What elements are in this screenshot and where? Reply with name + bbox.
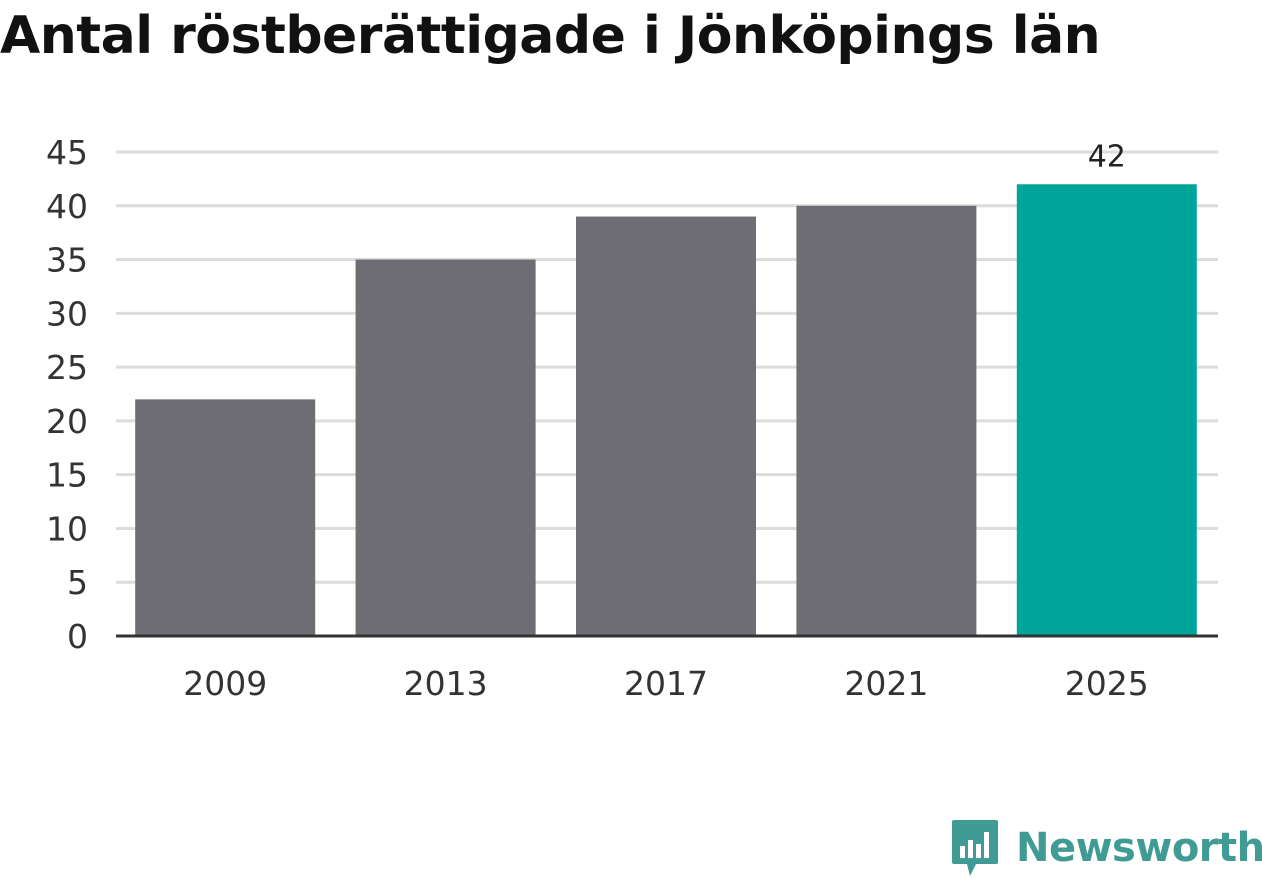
newsworthy-logo-icon <box>952 820 998 876</box>
y-tick-label: 5 <box>67 563 88 602</box>
y-axis-ticks: 0 5 10 15 20 25 30 35 40 45 <box>46 133 88 656</box>
brand-logo: Newsworthy <box>950 818 1262 878</box>
y-tick-label: 15 <box>46 456 88 495</box>
y-tick-label: 35 <box>46 241 88 280</box>
bar <box>1016 184 1197 636</box>
bar <box>576 216 756 637</box>
y-tick-label: 20 <box>46 402 88 441</box>
y-tick-label: 25 <box>46 348 88 387</box>
y-tick-label: 30 <box>46 294 88 333</box>
chart-title: Antal röstberättigade i Jönköpings län <box>0 6 1101 66</box>
x-tick-label: 2013 <box>404 664 488 703</box>
data-label: 42 <box>1088 139 1126 174</box>
bar <box>135 399 316 636</box>
bar <box>796 205 977 636</box>
x-tick-label: 2025 <box>1065 664 1149 703</box>
bars <box>135 184 1197 637</box>
brand-name: Newsworthy <box>1016 825 1262 871</box>
y-tick-label: 0 <box>67 617 88 656</box>
y-tick-label: 10 <box>46 509 88 548</box>
x-axis-ticks: 2009 2013 2017 2021 2025 <box>183 664 1149 703</box>
x-tick-label: 2021 <box>844 664 928 703</box>
x-tick-label: 2017 <box>624 664 708 703</box>
y-tick-label: 40 <box>46 187 88 226</box>
bar <box>355 259 536 636</box>
value-labels: 42 <box>1088 139 1126 174</box>
x-tick-label: 2009 <box>183 664 267 703</box>
y-tick-label: 45 <box>46 133 88 172</box>
